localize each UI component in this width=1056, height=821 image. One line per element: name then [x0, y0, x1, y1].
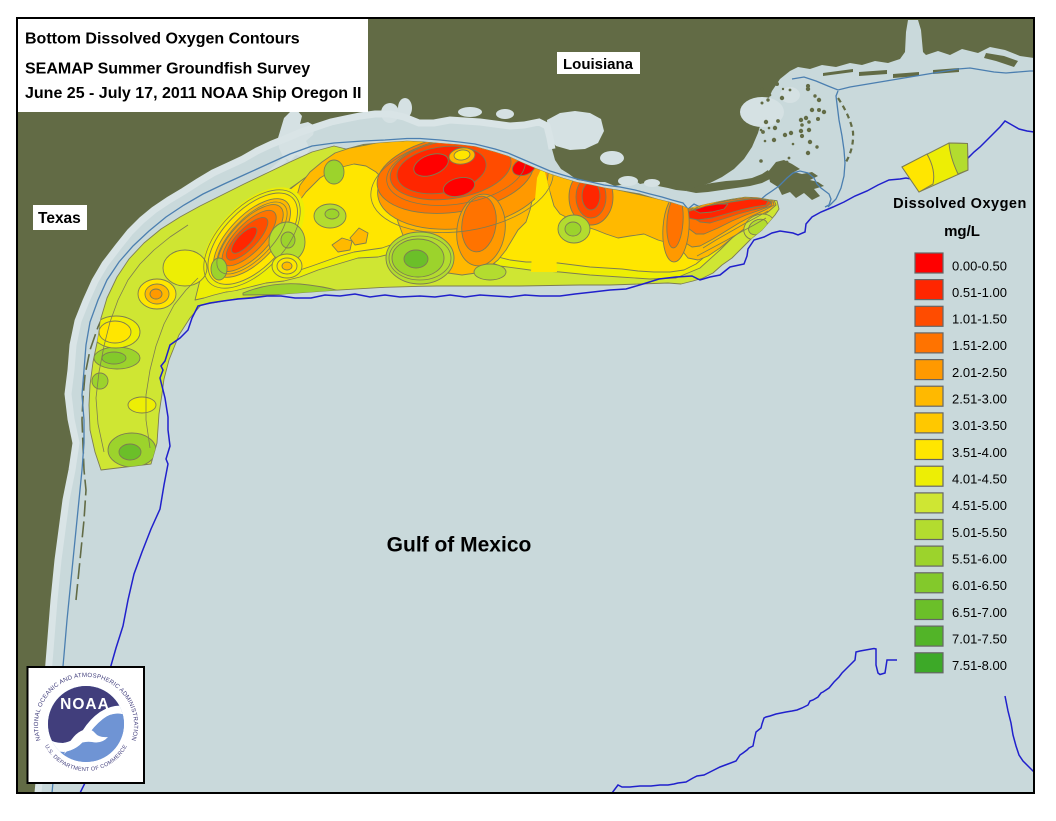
svg-text:NOAA: NOAA	[60, 696, 110, 713]
svg-text:0.51-1.00: 0.51-1.00	[952, 285, 1007, 300]
svg-text:Texas: Texas	[38, 210, 81, 227]
svg-text:Louisiana: Louisiana	[563, 56, 634, 73]
svg-text:June 25 - July 17, 2011 NOAA S: June 25 - July 17, 2011 NOAA Ship Oregon…	[25, 85, 361, 102]
svg-text:Bottom Dissolved Oxygen Contou: Bottom Dissolved Oxygen Contours	[25, 31, 300, 48]
svg-text:Gulf of Mexico: Gulf of Mexico	[387, 534, 532, 557]
svg-text:SEAMAP Summer Groundfish Surve: SEAMAP Summer Groundfish Survey	[25, 61, 310, 78]
svg-text:4.51-5.00: 4.51-5.00	[952, 498, 1007, 513]
svg-text:5.51-6.00: 5.51-6.00	[952, 551, 1007, 566]
svg-text:3.51-4.00: 3.51-4.00	[952, 445, 1007, 460]
svg-text:7.01-7.50: 7.01-7.50	[952, 631, 1007, 646]
svg-text:2.01-2.50: 2.01-2.50	[952, 365, 1007, 380]
svg-text:3.01-3.50: 3.01-3.50	[952, 418, 1007, 433]
svg-text:4.01-4.50: 4.01-4.50	[952, 472, 1007, 487]
svg-text:0.00-0.50: 0.00-0.50	[952, 258, 1007, 273]
svg-text:mg/L: mg/L	[944, 223, 980, 240]
svg-text:7.51-8.00: 7.51-8.00	[952, 658, 1007, 673]
svg-text:5.01-5.50: 5.01-5.50	[952, 525, 1007, 540]
svg-text:6.51-7.00: 6.51-7.00	[952, 605, 1007, 620]
svg-text:2.51-3.00: 2.51-3.00	[952, 392, 1007, 407]
svg-text:1.01-1.50: 1.01-1.50	[952, 312, 1007, 327]
svg-text:Dissolved Oxygen: Dissolved Oxygen	[893, 196, 1027, 212]
svg-text:1.51-2.00: 1.51-2.00	[952, 338, 1007, 353]
svg-text:6.01-6.50: 6.01-6.50	[952, 578, 1007, 593]
